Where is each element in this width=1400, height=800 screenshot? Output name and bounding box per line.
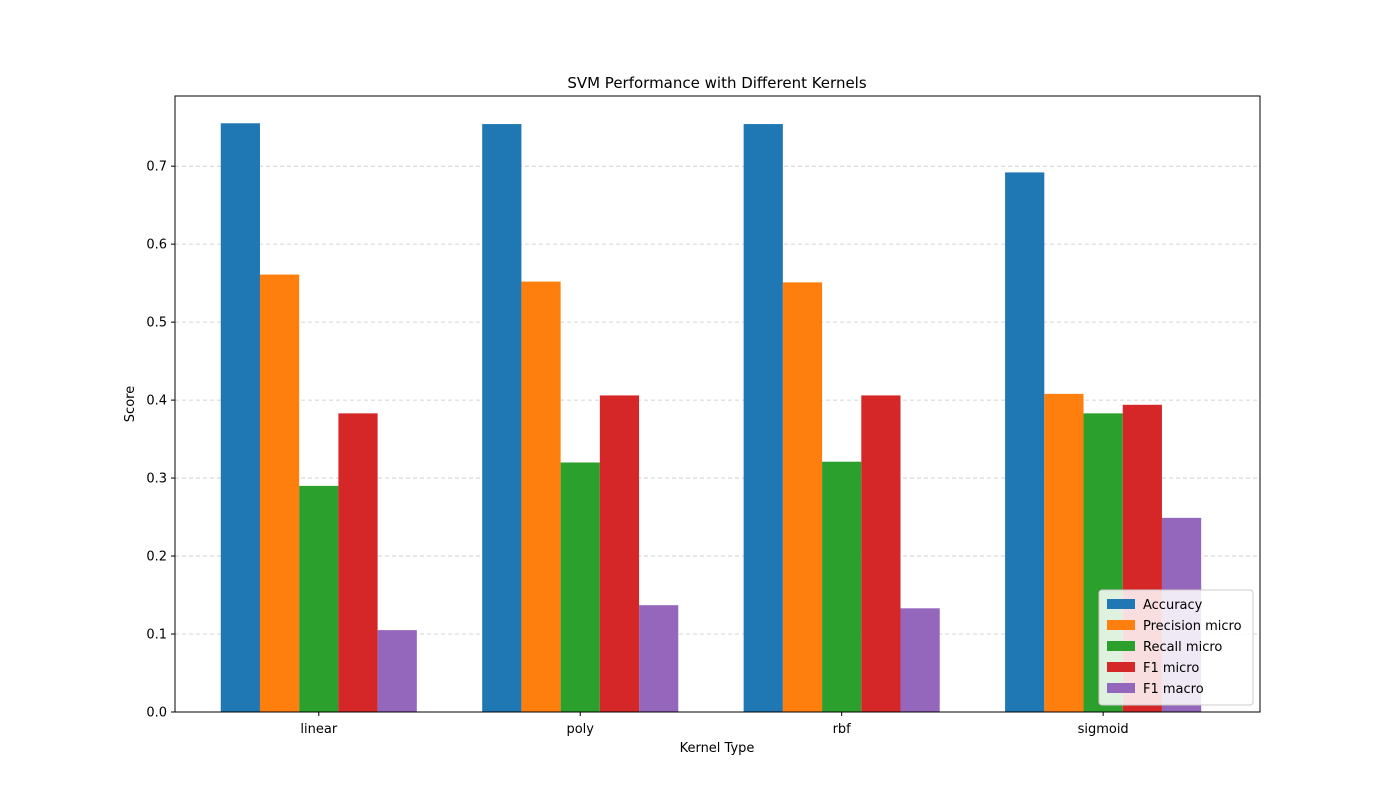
legend-box: [1098, 589, 1254, 706]
bar-recall-micro-rbf: [822, 461, 862, 712]
bar-accuracy-poly: [482, 124, 522, 713]
bar-precision-micro-poly: [521, 281, 561, 712]
x-tick-label: sigmoid: [1078, 722, 1129, 737]
y-tick-label: 0.6: [146, 238, 167, 253]
y-tick-label: 0.1: [146, 628, 167, 643]
bar-accuracy-sigmoid: [1005, 172, 1045, 713]
legend-label: Accuracy: [1143, 598, 1203, 613]
bar-precision-micro-sigmoid: [1044, 393, 1084, 712]
bars: [220, 123, 1202, 713]
y-tick-label: 0.0: [146, 706, 167, 721]
y-tick-label: 0.3: [146, 472, 167, 487]
legend: Accuracy Precision micro Recall micro F1 mi…: [1098, 589, 1254, 706]
legend-label: F1 macro: [1143, 682, 1204, 697]
axes: 0.0 0.1 0.2 0.3 0.4 0.5 0.6 0.7 linear poly rbf sig…: [146, 95, 1261, 737]
bar-precision-micro-rbf: [782, 282, 823, 712]
legend-swatch: [1107, 683, 1135, 693]
legend-label: F1 micro: [1143, 661, 1199, 676]
x-tick-label: rbf: [833, 722, 852, 737]
x-tick-label: linear: [300, 722, 337, 737]
legend-swatch: [1107, 662, 1135, 672]
bar-precision-micro-linear: [259, 274, 300, 712]
chart-title: SVM Performance with Different Kernels: [567, 74, 867, 92]
y-tick-label: 0.2: [146, 550, 167, 565]
y-tick-label: 0.4: [146, 394, 167, 409]
bar-f1-micro-linear: [338, 413, 378, 712]
plot-frame: [174, 95, 1261, 713]
legend-swatch: [1107, 599, 1135, 609]
legend-swatch: [1107, 620, 1135, 630]
bar-recall-micro-poly: [560, 462, 600, 712]
x-tick-label: poly: [566, 722, 594, 737]
bar-recall-micro-linear: [299, 485, 339, 712]
bar-f1-micro-rbf: [861, 395, 901, 712]
legend-label: Recall micro: [1143, 640, 1222, 655]
legend-label: Precision micro: [1143, 619, 1242, 634]
bar-f1-macro-rbf: [900, 608, 940, 712]
bar-f1-macro-poly: [639, 605, 679, 712]
bar-f1-macro-linear: [377, 630, 417, 712]
x-axis-label: Kernel Type: [680, 741, 755, 756]
bar-accuracy-rbf: [743, 124, 783, 713]
bar-accuracy-linear: [220, 123, 260, 712]
y-axis-label: Score: [123, 386, 138, 422]
y-tick-label: 0.7: [146, 160, 167, 175]
y-tick-label: 0.5: [146, 316, 167, 331]
legend-swatch: [1107, 641, 1135, 651]
bar-f1-micro-poly: [599, 395, 640, 712]
